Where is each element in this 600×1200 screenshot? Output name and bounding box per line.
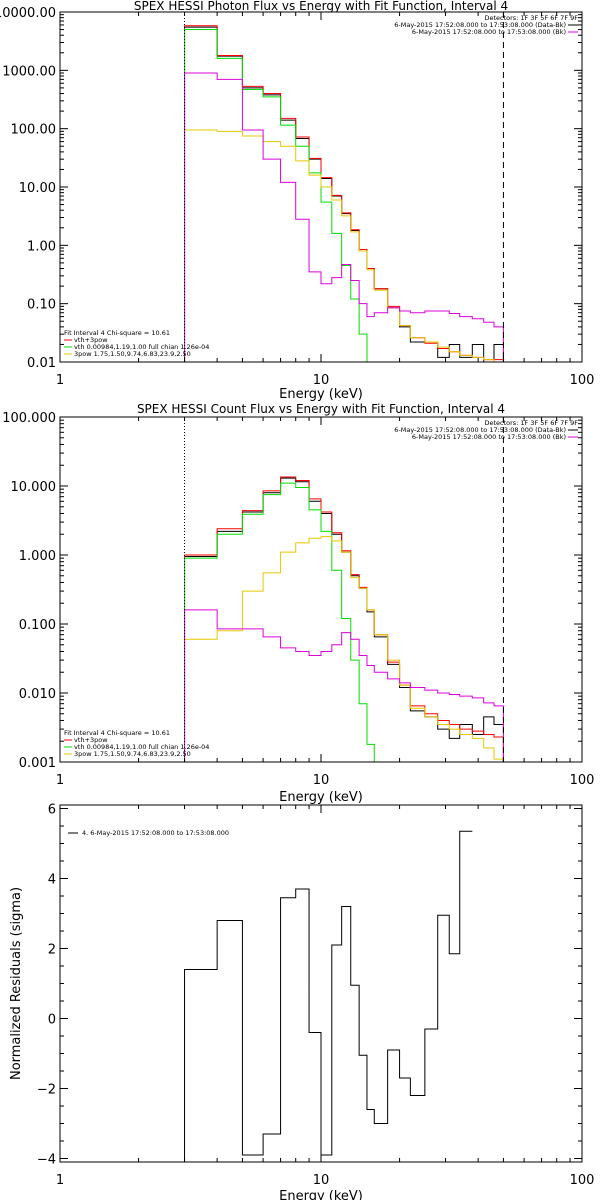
fit-legend-header: Fit Interval 4 Chi-square = 10.61 — [64, 329, 170, 337]
chart-panel-3: 1 10 100 6 4 2 0 −2 −4 Energy (keV) Normalized Res… — [9, 803, 594, 1200]
x-tick-label: 1 — [56, 373, 64, 388]
y-tick-label: 1.000 — [19, 549, 56, 564]
legend-detectors: Detectors: 1F 3F 5F 6F 7F 9F — [484, 14, 578, 22]
x-axis-label: Energy (keV) — [279, 790, 363, 805]
y-tick-label: 0.10 — [27, 298, 56, 313]
series-group — [184, 25, 504, 362]
x-axis-label: Energy (keV) — [279, 387, 363, 402]
series-line-3 — [184, 482, 388, 762]
x-tick-label: 100 — [570, 1173, 595, 1188]
series-line-4 — [184, 536, 504, 762]
y-axis-label: Normalized Residuals (sigma) — [9, 887, 24, 1080]
series-line-2 — [184, 476, 504, 762]
y-tick-label: 4 — [48, 873, 56, 888]
y-tick-label: 0.010 — [19, 687, 56, 702]
y-tick-label: 6 — [48, 803, 56, 818]
y-tick-label: 1000.00 — [2, 64, 56, 79]
x-tick-label: 1 — [56, 1173, 64, 1188]
y-tick-label: 0.001 — [19, 756, 56, 771]
series-line-1 — [184, 26, 504, 362]
y-tick-label: 100.000 — [2, 411, 56, 426]
series-line-1 — [184, 477, 504, 762]
chart-title: SPEX HESSI Count Flux vs Energy with Fit… — [137, 402, 505, 416]
series-line-2 — [184, 25, 504, 362]
x-tick-label: 10 — [313, 773, 330, 788]
legend-item-label: 4. 6-May-2015 17:52:08.000 to 17:53:08.0… — [82, 829, 229, 837]
fit-legend-label: vth 0.00984,1.19,1.00 full chian 1.26e-0… — [74, 743, 209, 751]
series-line-5 — [184, 72, 504, 362]
y-tick-label: 10.00 — [19, 181, 56, 196]
x-tick-label: 10 — [313, 1173, 330, 1188]
legend-item-label: 6-May-2015 17:52:08.000 to 17:53:08.000 … — [394, 21, 566, 29]
y-tick-label: −4 — [37, 1153, 56, 1168]
y-tick-label: 2 — [48, 943, 56, 958]
x-tick-label: 100 — [570, 773, 595, 788]
legend-item-label: 6-May-2015 17:52:08.000 to 17:53:08.000 … — [412, 28, 566, 36]
fit-legend-label: 3pow 1.75,1.50,9.74,6.83,23.9,2.50 — [74, 750, 191, 758]
fit-legend-header: Fit Interval 4 Chi-square = 10.61 — [64, 729, 170, 737]
y-tick-label: 10000.00 — [0, 6, 56, 21]
y-tick-label: 0.01 — [27, 356, 56, 371]
series-line-4 — [184, 129, 504, 362]
legend-item-label: 6-May-2015 17:52:08.000 to 17:53:08.000 … — [412, 433, 566, 441]
x-axis-label: Energy (keV) — [279, 1189, 363, 1200]
fit-legend-label: 3pow 1.75,1.50,9.74,6.83,23.9,2.50 — [74, 350, 191, 358]
series-line-5 — [184, 609, 504, 762]
y-tick-label: −2 — [37, 1083, 56, 1098]
chart-panel-2: SPEX HESSI Count Flux vs Energy with Fit… — [2, 402, 594, 805]
series-group — [184, 830, 473, 1162]
legend-item-label: 6-May-2015 17:52:08.000 to 17:53:08.000 … — [394, 426, 566, 434]
y-tick-label: 10.000 — [11, 480, 57, 495]
y-tick-label: 100.00 — [11, 123, 57, 138]
x-tick-label: 10 — [313, 373, 330, 388]
series-group — [184, 476, 504, 762]
y-tick-label: 1.00 — [27, 239, 56, 254]
chart-panel-1: SPEX HESSI Photon Flux vs Energy with Fi… — [0, 0, 594, 402]
y-tick-label: 0 — [48, 1013, 56, 1028]
legend-detectors: Detectors: 1F 3F 5F 6F 7F 9F — [484, 419, 578, 427]
series-line-1 — [184, 830, 473, 1162]
x-tick-label: 1 — [56, 773, 64, 788]
x-tick-label: 100 — [570, 373, 595, 388]
fit-legend-label: vth 0.00984,1.19,1.00 full chian 1.26e-0… — [74, 343, 209, 351]
series-line-3 — [184, 29, 388, 362]
fit-legend-label: vth+3pow — [74, 336, 108, 344]
y-tick-label: 0.100 — [19, 618, 56, 633]
fit-legend-label: vth+3pow — [74, 736, 108, 744]
chart-title: SPEX HESSI Photon Flux vs Energy with Fi… — [134, 0, 508, 13]
